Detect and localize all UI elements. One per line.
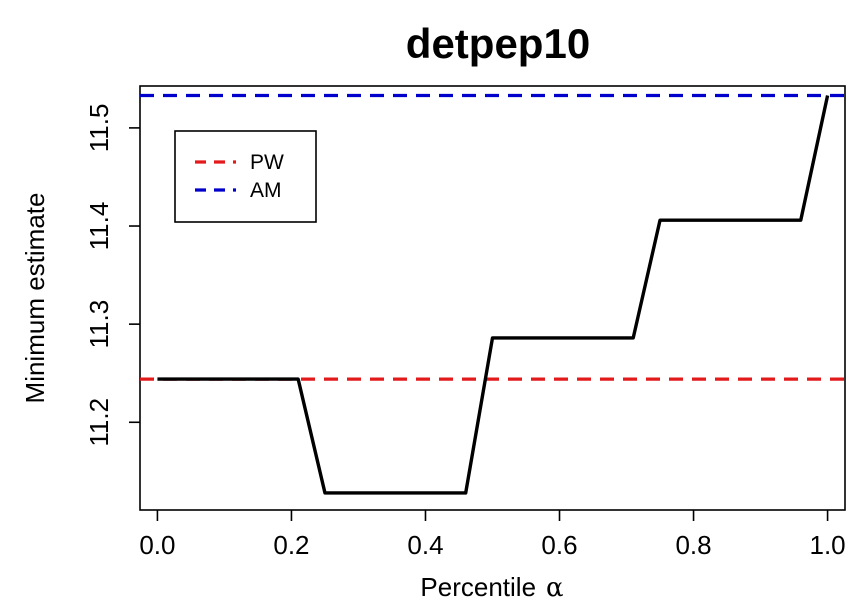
series-lines — [157, 95, 830, 495]
x-tick-label: 1.0 — [809, 530, 845, 560]
y-axis-label: Minimum estimate — [20, 193, 50, 404]
legend-label-am: AM — [250, 179, 282, 202]
series-line-estimate — [157, 95, 830, 495]
x-tick-label: 0.2 — [273, 530, 309, 560]
x-tick-label: 0.4 — [407, 530, 443, 560]
y-tick-label: 11.3 — [84, 300, 114, 349]
x-axis-label: Percentile α — [420, 572, 563, 603]
y-tick-label: 11.4 — [84, 202, 114, 251]
legend-box — [174, 130, 317, 223]
x-tick-label: 0.0 — [139, 530, 175, 560]
y-axis: 11.2 11.3 11.4 11.5 — [84, 104, 140, 447]
plot-area-frame — [139, 85, 846, 511]
y-tick-label: 11.2 — [84, 398, 114, 447]
x-axis-label-text: Percentile — [420, 572, 536, 602]
legend: PW AM — [174, 130, 317, 223]
x-axis: 0.0 0.2 0.4 0.6 0.8 1.0 — [139, 510, 846, 560]
chart-title: detpep10 — [406, 20, 590, 67]
y-tick-label: 11.5 — [84, 104, 114, 153]
x-tick-label: 0.6 — [541, 530, 577, 560]
x-axis-label-symbol: α — [546, 573, 564, 603]
x-tick-label: 0.8 — [675, 530, 711, 560]
legend-label-pw: PW — [250, 151, 284, 174]
